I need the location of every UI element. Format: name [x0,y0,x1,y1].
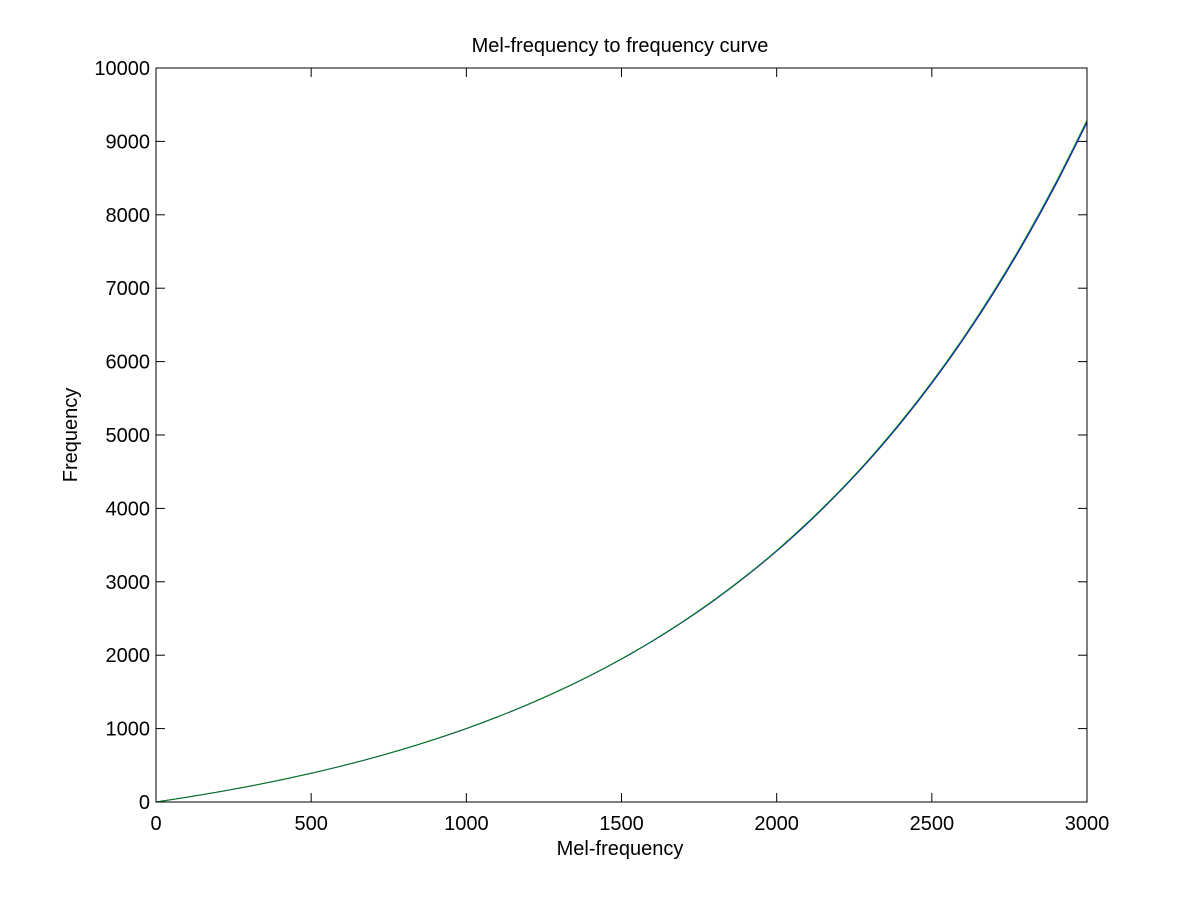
y-axis-ticks: 0 1000 2000 3000 4000 5000 6000 7000 8000 9000 100… [94,58,1087,814]
x-tick-label: 1000 [444,813,489,835]
y-tick-label: 4000 [106,498,151,520]
x-tick-label: 500 [294,813,327,835]
chart-title: Mel-frequency to frequency curve [472,35,769,57]
y-tick-label: 2000 [106,645,151,667]
y-tick-label: 6000 [106,352,151,374]
series-line-1 [155,120,1088,803]
y-tick-label: 7000 [106,278,151,300]
x-axis-label: Mel-frequency [557,838,684,860]
y-tick-label: 3000 [106,572,151,594]
y-axis-label: Frequency [60,388,82,483]
y-tick-label: 1000 [106,719,151,741]
y-tick-label: 10000 [94,58,150,80]
x-tick-label: 2500 [910,813,955,835]
y-tick-label: 0 [139,792,150,814]
x-tick-label: 1500 [599,813,644,835]
axes-box [155,67,1088,803]
plot-area [155,120,1088,803]
y-tick-label: 5000 [106,425,151,447]
y-tick-label: 8000 [106,205,151,227]
y-tick-label: 9000 [106,131,151,153]
x-tick-label: 3000 [1065,813,1110,835]
x-tick-label: 0 [150,813,161,835]
x-tick-label: 2000 [754,813,799,835]
